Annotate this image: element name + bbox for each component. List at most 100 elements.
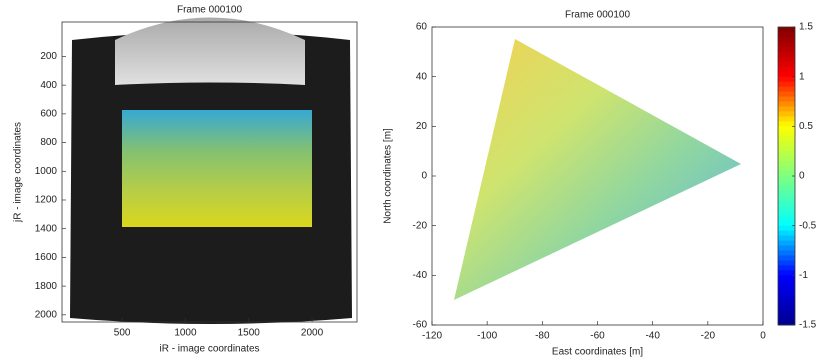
colorbar-cell (778, 36, 795, 43)
colorbar-cell (778, 111, 795, 117)
colorbar-cell (778, 290, 795, 296)
colorbar-cell (778, 121, 795, 127)
y-tick-label: 1800 (35, 281, 58, 292)
y-tick-label: 2000 (35, 309, 58, 320)
x-tick-label: 1000 (174, 328, 197, 339)
colorbar-cell (778, 116, 795, 122)
y-tick-label: 1200 (35, 195, 58, 206)
colorbar-cell (778, 91, 795, 98)
x-axis-label: East coordinates [m] (552, 347, 643, 358)
colorbar-cell (778, 315, 795, 321)
colorbar-gradient (778, 27, 795, 326)
y-tick-label: 20 (416, 121, 428, 132)
x-tick-label: -60 (590, 331, 605, 342)
y-tick-label: -40 (413, 270, 428, 281)
colorbar-cell (778, 235, 795, 242)
colorbar-cell (778, 275, 795, 281)
colorbar-cell (778, 210, 795, 217)
colorbar-cell (778, 270, 795, 276)
colorbar-cell (778, 250, 795, 256)
colorbar-cell (778, 300, 795, 306)
y-tick-label: 1000 (35, 166, 58, 177)
x-tick-label: -40 (645, 331, 660, 342)
chart-title: Frame 000100 (177, 5, 242, 16)
y-axis-label: jR - image coordinates (13, 122, 24, 223)
colorbar-cell (778, 66, 795, 73)
x-tick-label: 0 (760, 331, 766, 342)
colorbar-cell (778, 220, 795, 227)
y-tick-label: 40 (416, 71, 428, 82)
colorbar-cell (778, 106, 795, 112)
x-axis-label: iR - image coordinates (159, 344, 259, 355)
colorbar-cell (778, 225, 795, 232)
colorbar-tick-label: 0.5 (799, 121, 813, 132)
y-tick-label: 1600 (35, 252, 58, 263)
colorbar-cell (778, 280, 795, 286)
colorbar-cell (778, 71, 795, 78)
x-tick-label: -80 (535, 331, 550, 342)
colorbar-cell (778, 126, 795, 132)
y-tick-label: 1400 (35, 223, 58, 234)
y-tick-label: 600 (40, 109, 57, 120)
y-tick-label: -20 (413, 220, 428, 231)
colorbar-cell (778, 27, 795, 33)
colorbar-cell (778, 245, 795, 251)
colorbar-cell (778, 96, 795, 102)
x-tick-label: 500 (114, 328, 131, 339)
colorbar-cell (778, 305, 795, 311)
colorbar-cell (778, 320, 795, 326)
colorbar-cell (778, 81, 795, 88)
colorbar-tick-label: -1 (799, 270, 808, 281)
x-tick-label: 2000 (301, 328, 324, 339)
colorbar-cell (778, 76, 795, 83)
colorbar-cell (778, 180, 795, 187)
colorbar-tick-label: 1 (799, 71, 805, 82)
colorbar-cell (778, 285, 795, 291)
colorbar-cell (778, 295, 795, 301)
colorbar-cell (778, 86, 795, 93)
y-tick-label: 400 (40, 80, 57, 91)
y-tick-label: -60 (413, 320, 428, 331)
y-tick-label: 0 (421, 171, 427, 182)
axes-box (61, 21, 358, 323)
colorbar-cell (778, 260, 795, 266)
colorbar-cell (778, 185, 795, 192)
colorbar-cell (778, 166, 795, 172)
colorbar-tick-label: 1.5 (799, 22, 813, 33)
colorbar-cell (778, 200, 795, 207)
colorbar-cell (778, 156, 795, 162)
colorbar-cell (778, 131, 795, 137)
colorbar-cell (778, 255, 795, 261)
colorbar-cell (778, 31, 795, 38)
colorbar-cell (778, 41, 795, 48)
colorbar-cell (778, 101, 795, 107)
colorbar-tick-label: -0.5 (799, 220, 817, 231)
y-axis-label: North coordinates [m] (383, 128, 394, 224)
colorbar-cell (778, 46, 795, 53)
colorbar-cell (778, 51, 795, 58)
colorbar-tick-label: -1.5 (799, 320, 817, 331)
colorbar-cell (778, 151, 795, 157)
y-tick-label: 800 (40, 137, 57, 148)
colorbar-cell (778, 161, 795, 167)
x-tick-label: 1500 (238, 328, 261, 339)
colorbar-cell (778, 146, 795, 152)
colorbar-cell (778, 265, 795, 271)
colorbar-cell (778, 171, 795, 177)
colorbar-cell (778, 240, 795, 247)
colorbar-cell (778, 176, 795, 182)
y-tick-label: 200 (40, 51, 57, 62)
colorbar-cell (778, 195, 795, 202)
point-field (454, 39, 741, 300)
chart-title: Frame 000100 (565, 10, 630, 21)
x-tick-label: -20 (701, 331, 716, 342)
x-tick-label: -100 (477, 331, 497, 342)
colorbar-cell (778, 136, 795, 142)
colorbar-cell (778, 310, 795, 316)
colorbar-cell (778, 215, 795, 222)
colorbar-cell (778, 61, 795, 68)
colorbar-cell (778, 141, 795, 147)
colorbar-cell (778, 205, 795, 212)
x-tick-label: -120 (422, 331, 442, 342)
